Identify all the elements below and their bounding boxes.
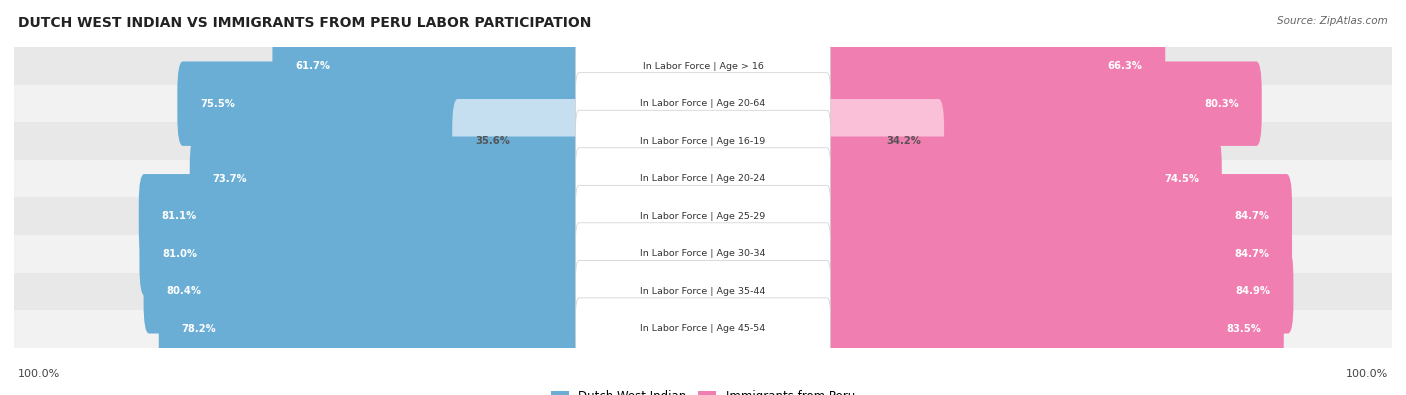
Bar bbox=[14, 160, 1392, 198]
Text: DUTCH WEST INDIAN VS IMMIGRANTS FROM PERU LABOR PARTICIPATION: DUTCH WEST INDIAN VS IMMIGRANTS FROM PER… bbox=[18, 16, 592, 30]
Text: 83.5%: 83.5% bbox=[1226, 324, 1261, 334]
FancyBboxPatch shape bbox=[697, 62, 1261, 146]
Text: 66.3%: 66.3% bbox=[1108, 61, 1143, 71]
Text: 100.0%: 100.0% bbox=[1346, 369, 1388, 379]
Bar bbox=[14, 122, 1392, 160]
FancyBboxPatch shape bbox=[453, 99, 709, 183]
FancyBboxPatch shape bbox=[697, 249, 1294, 333]
FancyBboxPatch shape bbox=[575, 110, 831, 172]
FancyBboxPatch shape bbox=[697, 137, 1222, 221]
Text: In Labor Force | Age 30-34: In Labor Force | Age 30-34 bbox=[640, 249, 766, 258]
Legend: Dutch West Indian, Immigrants from Peru: Dutch West Indian, Immigrants from Peru bbox=[547, 385, 859, 395]
Text: 84.9%: 84.9% bbox=[1236, 286, 1271, 296]
Text: 84.7%: 84.7% bbox=[1234, 211, 1270, 221]
Text: 80.4%: 80.4% bbox=[166, 286, 201, 296]
Text: In Labor Force | Age 45-54: In Labor Force | Age 45-54 bbox=[640, 324, 766, 333]
FancyBboxPatch shape bbox=[139, 212, 709, 296]
FancyBboxPatch shape bbox=[143, 249, 709, 333]
FancyBboxPatch shape bbox=[575, 260, 831, 322]
FancyBboxPatch shape bbox=[575, 35, 831, 97]
Bar bbox=[14, 47, 1392, 85]
Text: 73.7%: 73.7% bbox=[212, 174, 247, 184]
FancyBboxPatch shape bbox=[190, 137, 709, 221]
FancyBboxPatch shape bbox=[139, 174, 709, 258]
Text: 100.0%: 100.0% bbox=[18, 369, 60, 379]
FancyBboxPatch shape bbox=[575, 223, 831, 285]
Text: 84.7%: 84.7% bbox=[1234, 249, 1270, 259]
FancyBboxPatch shape bbox=[177, 62, 709, 146]
Text: In Labor Force | Age 16-19: In Labor Force | Age 16-19 bbox=[640, 137, 766, 146]
Text: 81.0%: 81.0% bbox=[162, 249, 197, 259]
Text: 74.5%: 74.5% bbox=[1164, 174, 1199, 184]
Text: 80.3%: 80.3% bbox=[1205, 99, 1239, 109]
Text: 81.1%: 81.1% bbox=[162, 211, 197, 221]
Text: In Labor Force | Age 35-44: In Labor Force | Age 35-44 bbox=[640, 287, 766, 296]
Text: 35.6%: 35.6% bbox=[475, 136, 510, 146]
FancyBboxPatch shape bbox=[697, 212, 1292, 296]
Text: 75.5%: 75.5% bbox=[200, 99, 235, 109]
Text: In Labor Force | Age 25-29: In Labor Force | Age 25-29 bbox=[640, 212, 766, 221]
FancyBboxPatch shape bbox=[575, 73, 831, 135]
Text: In Labor Force | Age 20-24: In Labor Force | Age 20-24 bbox=[640, 174, 766, 183]
Bar bbox=[14, 310, 1392, 348]
FancyBboxPatch shape bbox=[697, 24, 1166, 108]
FancyBboxPatch shape bbox=[575, 298, 831, 360]
Text: Source: ZipAtlas.com: Source: ZipAtlas.com bbox=[1277, 16, 1388, 26]
FancyBboxPatch shape bbox=[575, 148, 831, 210]
FancyBboxPatch shape bbox=[159, 287, 709, 371]
Text: 78.2%: 78.2% bbox=[181, 324, 217, 334]
Text: In Labor Force | Age 20-64: In Labor Force | Age 20-64 bbox=[640, 99, 766, 108]
Text: 34.2%: 34.2% bbox=[887, 136, 921, 146]
FancyBboxPatch shape bbox=[697, 287, 1284, 371]
Text: 61.7%: 61.7% bbox=[295, 61, 330, 71]
Text: In Labor Force | Age > 16: In Labor Force | Age > 16 bbox=[643, 62, 763, 71]
Bar bbox=[14, 198, 1392, 235]
FancyBboxPatch shape bbox=[697, 99, 945, 183]
FancyBboxPatch shape bbox=[697, 174, 1292, 258]
FancyBboxPatch shape bbox=[273, 24, 709, 108]
Bar bbox=[14, 235, 1392, 273]
FancyBboxPatch shape bbox=[575, 185, 831, 247]
Bar bbox=[14, 273, 1392, 310]
Bar bbox=[14, 85, 1392, 122]
